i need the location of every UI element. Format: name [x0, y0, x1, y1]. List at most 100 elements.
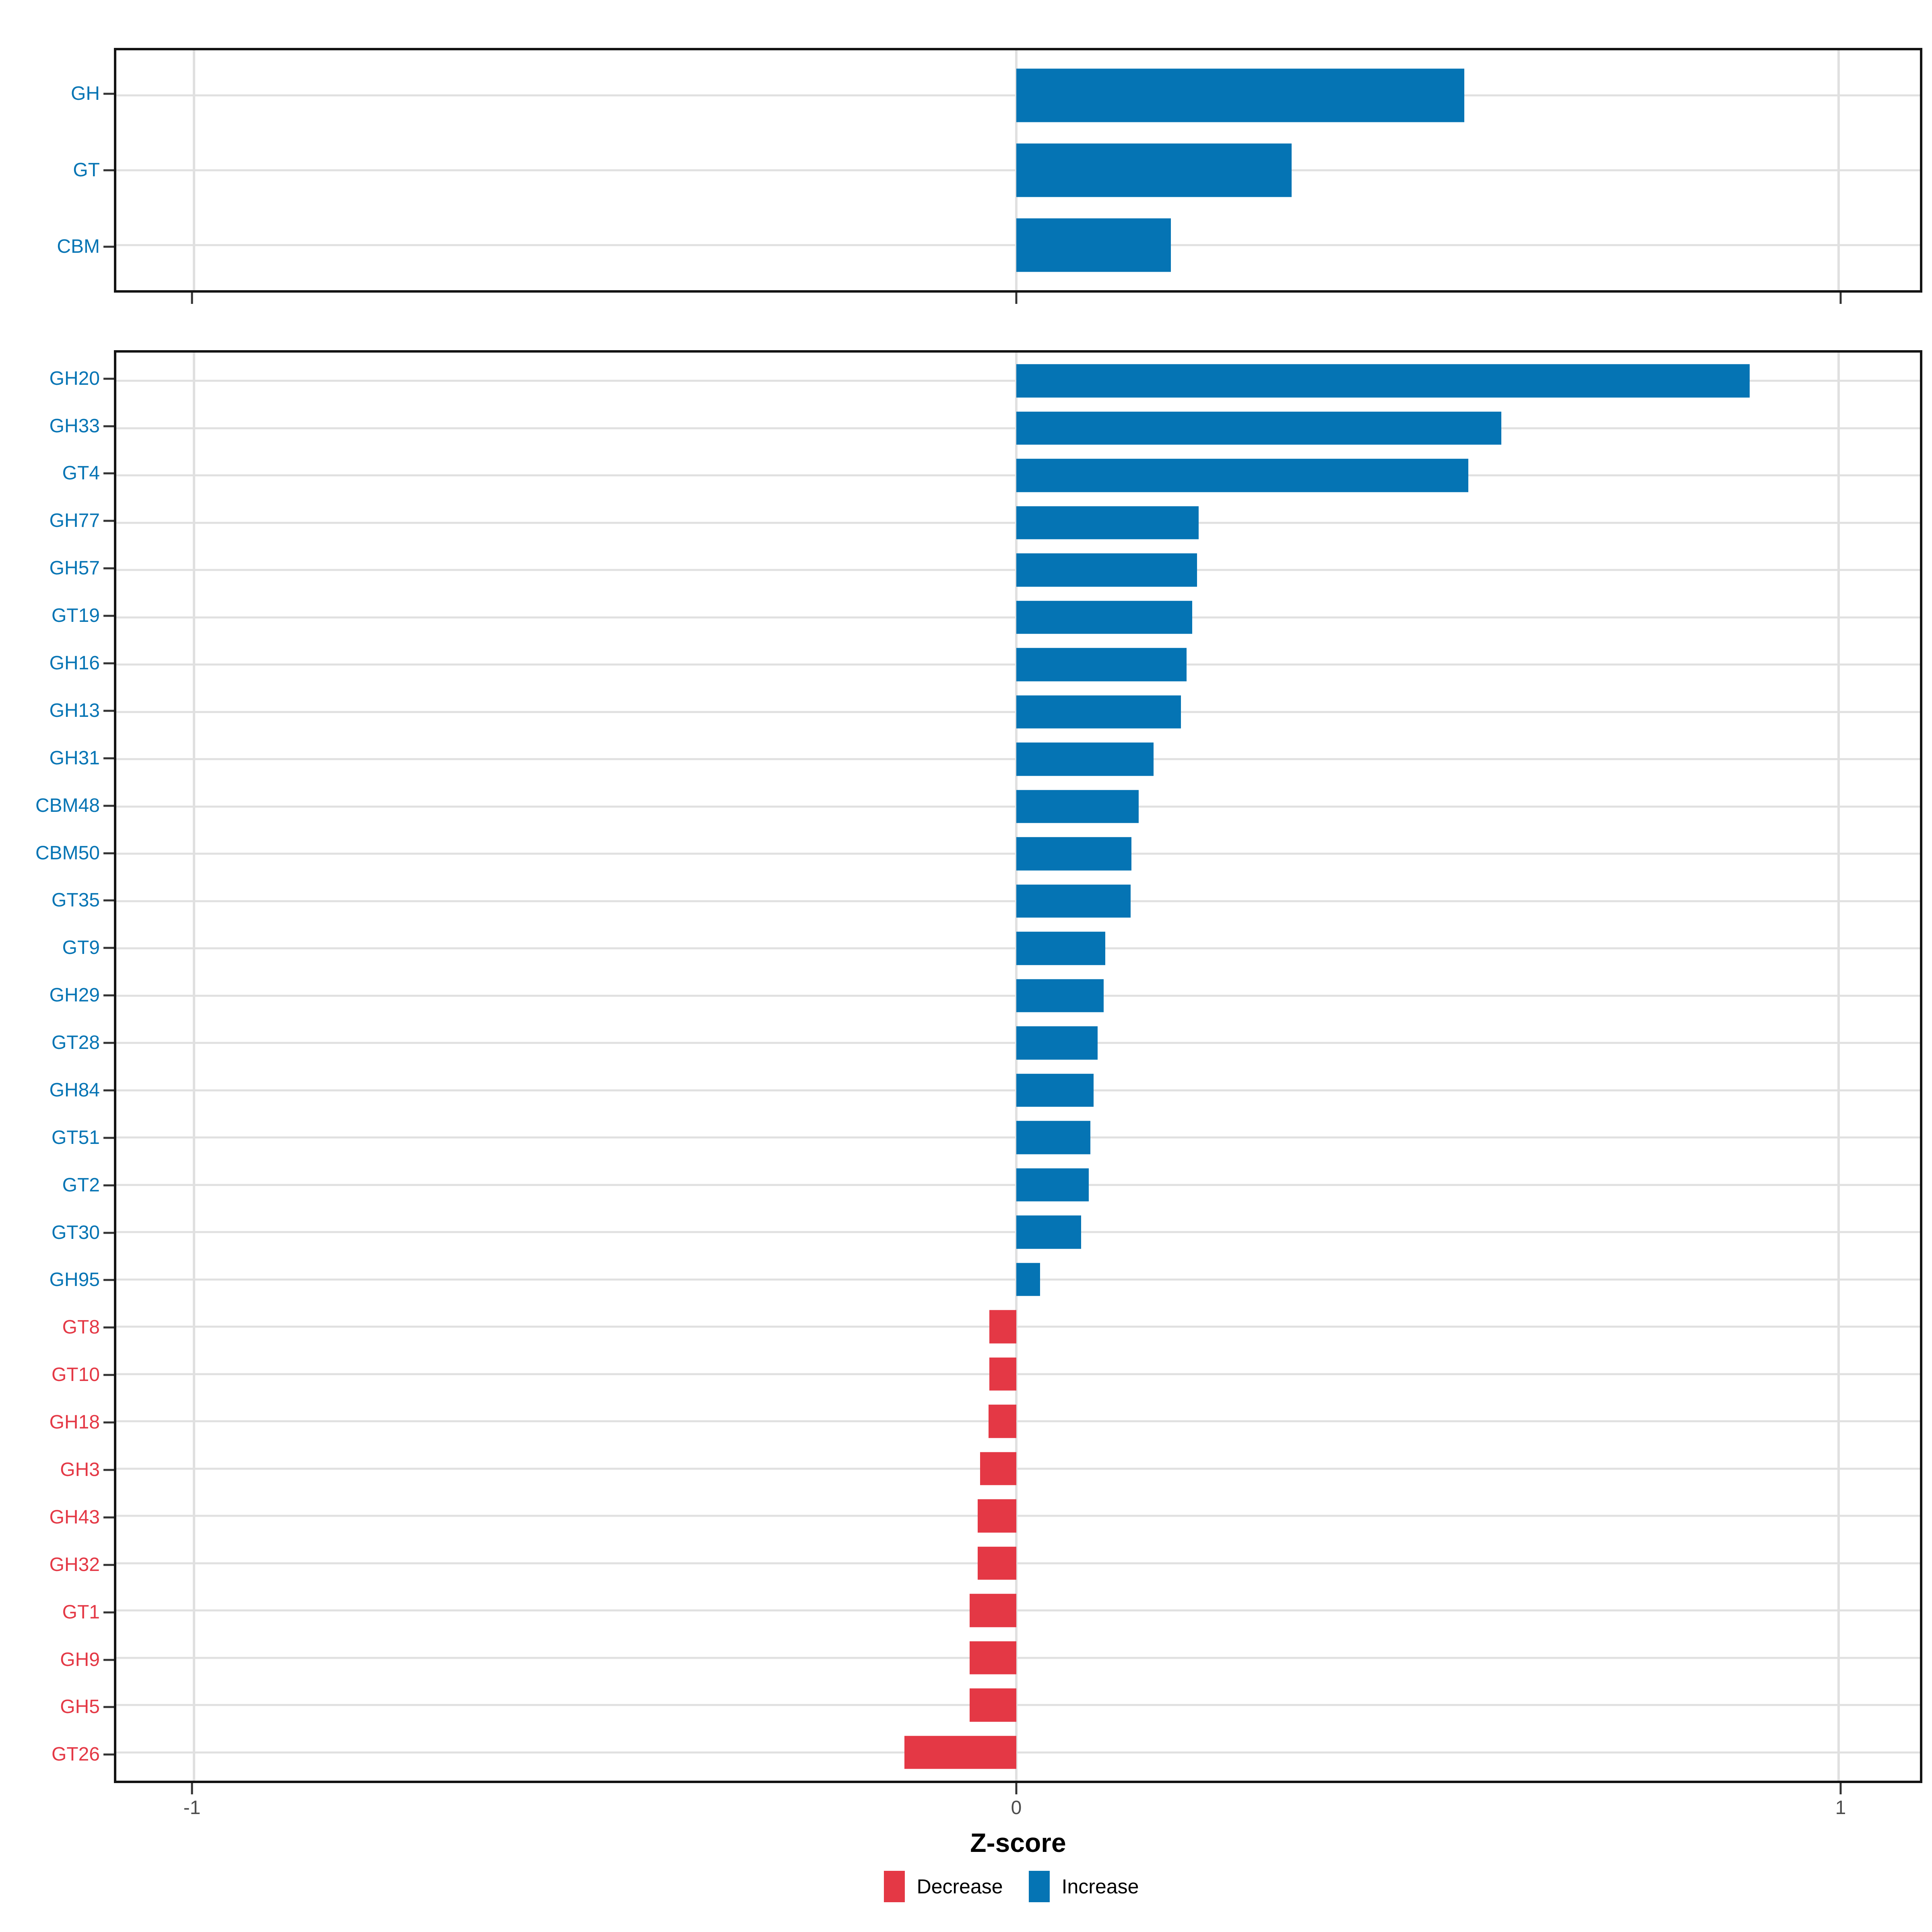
- category-label-cbm48: CBM48: [35, 795, 100, 816]
- x-tick-mark: [1839, 1783, 1842, 1794]
- y-tick-mark: [103, 246, 114, 248]
- horizontal-gridline: [116, 1704, 1920, 1706]
- category-label-gh32: GH32: [49, 1554, 100, 1575]
- bar-gt1: [969, 1593, 1017, 1627]
- y-tick-mark: [103, 520, 114, 522]
- y-tick-mark: [103, 378, 114, 380]
- category-label-gt19: GT19: [51, 605, 100, 627]
- bar-cbm48: [1016, 790, 1139, 824]
- bar-gh57: [1016, 553, 1197, 587]
- y-tick-mark: [103, 472, 114, 475]
- bar-gh33: [1016, 411, 1502, 445]
- bar-gh9: [969, 1641, 1017, 1674]
- category-label-gt51: GT51: [51, 1127, 100, 1148]
- x-tick-label: -1: [183, 1797, 201, 1818]
- bar-gh: [1016, 68, 1465, 122]
- bar-gh31: [1016, 743, 1154, 776]
- y-tick-mark: [103, 1611, 114, 1614]
- y-tick-mark: [103, 1137, 114, 1139]
- bar-gh77: [1016, 506, 1199, 540]
- category-label-gh95: GH95: [49, 1269, 100, 1291]
- x-tick-mark: [1015, 1783, 1018, 1794]
- bar-gh3: [980, 1452, 1016, 1485]
- category-label-gt30: GT30: [51, 1222, 100, 1243]
- category-label-gh29: GH29: [49, 985, 100, 1006]
- category-label-gt26: GT26: [51, 1744, 100, 1765]
- y-tick-mark: [103, 1659, 114, 1661]
- bar-gt: [1016, 143, 1292, 197]
- bar-gh43: [978, 1499, 1016, 1533]
- x-tick-mark: [1839, 293, 1842, 304]
- bar-gt4: [1016, 459, 1469, 492]
- horizontal-gridline: [116, 1373, 1920, 1375]
- category-label-gt1: GT1: [62, 1601, 100, 1623]
- bar-gt19: [1016, 601, 1193, 634]
- panel-cazyme-families: [114, 350, 1922, 1783]
- y-tick-mark: [103, 615, 114, 617]
- bar-gt35: [1016, 884, 1131, 918]
- x-axis-title: Z-score: [970, 1828, 1066, 1858]
- bar-gt51: [1016, 1121, 1090, 1154]
- y-tick-mark: [103, 947, 114, 949]
- category-label-gh20: GH20: [49, 367, 100, 389]
- panel-enzyme-classes: [114, 48, 1922, 293]
- category-label-gt9: GT9: [62, 937, 100, 959]
- bar-gh5: [969, 1688, 1017, 1722]
- y-tick-mark: [103, 1279, 114, 1281]
- x-tick-label: 1: [1835, 1797, 1846, 1818]
- bar-cbm: [1016, 218, 1171, 272]
- bar-gh18: [988, 1404, 1016, 1438]
- y-tick-mark: [103, 1184, 114, 1187]
- y-tick-mark: [103, 852, 114, 855]
- y-tick-mark: [103, 1516, 114, 1519]
- bar-gh29: [1016, 979, 1104, 1013]
- bar-gh13: [1016, 695, 1181, 729]
- horizontal-gridline: [116, 1325, 1920, 1328]
- x-tick-label: 0: [1011, 1797, 1022, 1818]
- horizontal-gridline: [116, 1562, 1920, 1565]
- category-label-gt: GT: [73, 159, 100, 181]
- y-tick-mark: [103, 1706, 114, 1708]
- bar-gh95: [1016, 1263, 1040, 1296]
- category-label-gh33: GH33: [49, 415, 100, 437]
- bar-gt9: [1016, 932, 1105, 965]
- category-label-gt8: GT8: [62, 1317, 100, 1338]
- bar-gt30: [1016, 1215, 1082, 1249]
- legend-swatch-decrease-icon: [883, 1871, 905, 1902]
- category-label-gh5: GH5: [60, 1696, 100, 1718]
- y-tick-mark: [103, 1042, 114, 1044]
- category-label-cbm50: CBM50: [35, 842, 100, 864]
- category-label-gh43: GH43: [49, 1506, 100, 1528]
- category-label-gh: GH: [71, 83, 100, 104]
- y-tick-mark: [103, 662, 114, 665]
- category-label-gt28: GT28: [51, 1032, 100, 1054]
- y-tick-mark: [103, 1089, 114, 1092]
- horizontal-gridline: [116, 1751, 1920, 1753]
- category-label-gh18: GH18: [49, 1412, 100, 1433]
- x-tick-mark: [191, 293, 193, 304]
- horizontal-gridline: [116, 1468, 1920, 1470]
- vertical-gridline: [1015, 353, 1018, 1781]
- legend-label-increase: Increase: [1061, 1875, 1139, 1898]
- y-tick-mark: [103, 710, 114, 712]
- category-label-gh13: GH13: [49, 700, 100, 721]
- category-label-gh9: GH9: [60, 1649, 100, 1670]
- legend-label-decrease: Decrease: [916, 1875, 1003, 1898]
- vertical-gridline: [193, 353, 196, 1781]
- bar-gt10: [989, 1357, 1016, 1391]
- category-label-gt35: GT35: [51, 890, 100, 911]
- horizontal-gridline: [116, 1420, 1920, 1422]
- category-label-cbm: CBM: [57, 236, 100, 257]
- category-label-gh84: GH84: [49, 1079, 100, 1101]
- y-tick-mark: [103, 757, 114, 760]
- category-label-gt4: GT4: [62, 462, 100, 484]
- y-tick-mark: [103, 1421, 114, 1424]
- y-tick-mark: [103, 1753, 114, 1756]
- y-tick-mark: [103, 1232, 114, 1234]
- x-tick-mark: [1015, 293, 1018, 304]
- horizontal-gridline: [116, 1657, 1920, 1659]
- category-label-gh31: GH31: [49, 747, 100, 769]
- legend-swatch-increase-icon: [1028, 1871, 1050, 1902]
- category-label-gh3: GH3: [60, 1459, 100, 1480]
